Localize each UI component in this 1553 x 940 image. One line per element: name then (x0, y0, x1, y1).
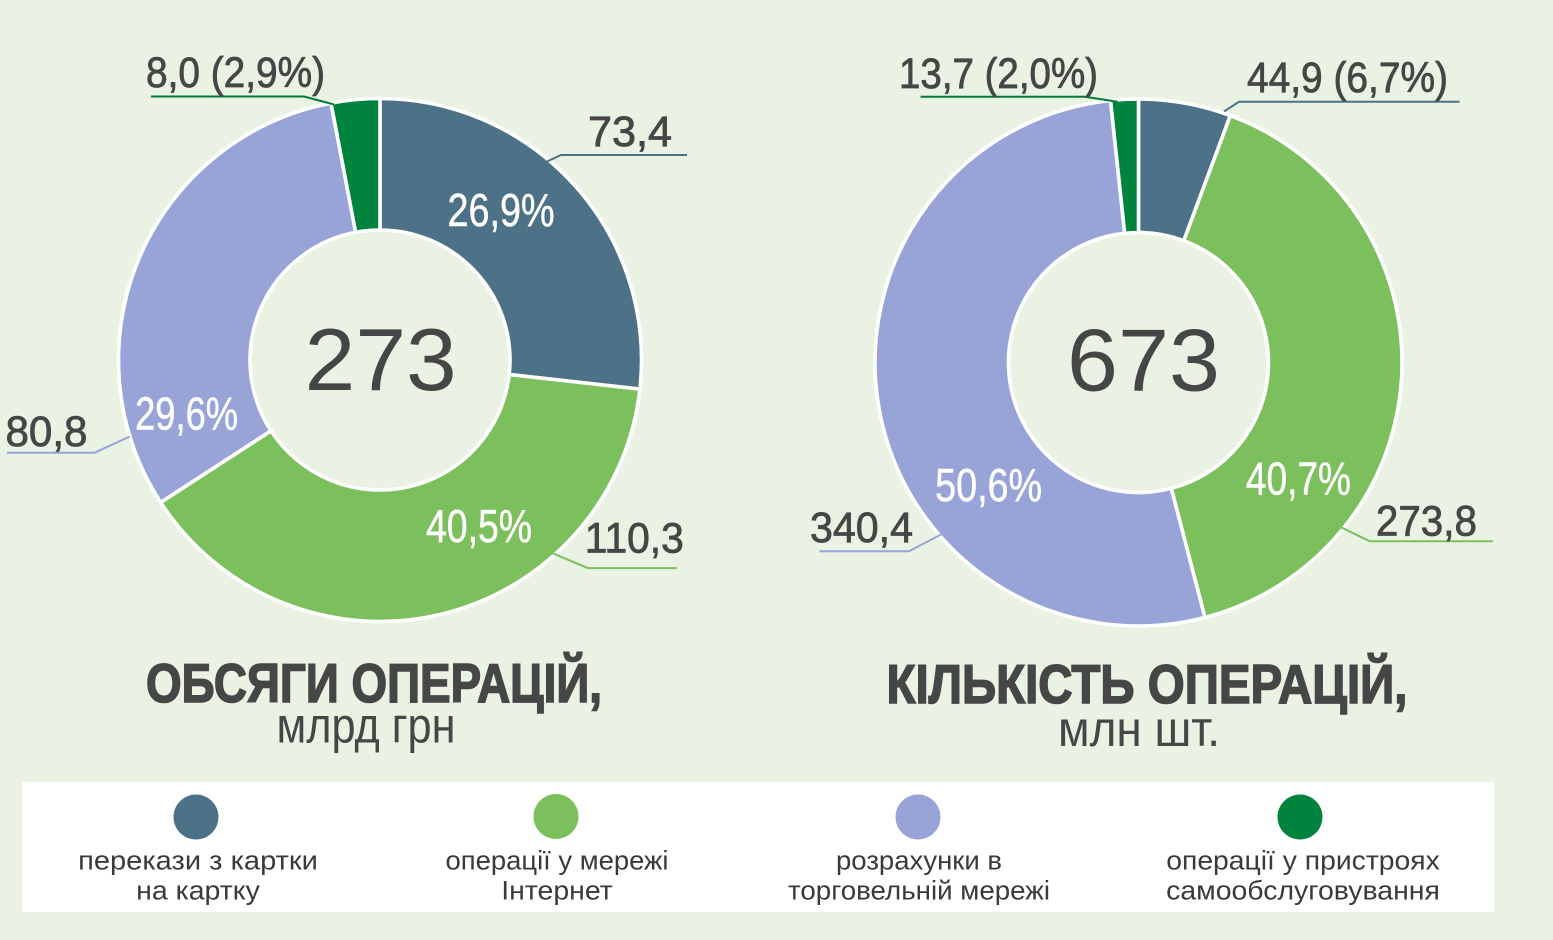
svg-text:ОБСЯГИ ОПЕРАЦІЙ,: ОБСЯГИ ОПЕРАЦІЙ, (146, 651, 602, 714)
svg-text:13,7 (2,0%): 13,7 (2,0%) (899, 50, 1098, 98)
svg-text:операції у пристроях: операції у пристроях (1166, 846, 1440, 876)
svg-text:Інтернет: Інтернет (501, 876, 613, 906)
svg-text:торговельній мережі: торговельній мережі (788, 876, 1050, 906)
svg-text:273,8: 273,8 (1376, 498, 1477, 546)
svg-text:на картку: на картку (136, 876, 260, 906)
svg-text:40,7%: 40,7% (1246, 452, 1351, 504)
svg-text:40,5%: 40,5% (426, 500, 532, 552)
svg-text:73,4: 73,4 (588, 108, 672, 156)
svg-text:самообслуговування: самообслуговування (1166, 876, 1440, 906)
svg-text:29,6%: 29,6% (135, 388, 238, 440)
svg-text:44,9 (6,7%): 44,9 (6,7%) (1247, 54, 1448, 102)
svg-text:розрахунки в: розрахунки в (836, 846, 1002, 876)
svg-text:340,4: 340,4 (810, 504, 913, 552)
svg-text:перекази з картки: перекази з картки (78, 846, 318, 876)
svg-text:млн шт.: млн шт. (1058, 701, 1220, 757)
svg-text:млрд грн: млрд грн (277, 698, 456, 754)
svg-text:8,0 (2,9%): 8,0 (2,9%) (146, 49, 325, 97)
svg-text:50,6%: 50,6% (935, 459, 1042, 511)
svg-text:273: 273 (305, 310, 457, 409)
svg-text:673: 673 (1067, 310, 1220, 409)
svg-text:26,9%: 26,9% (448, 184, 555, 236)
svg-text:110,3: 110,3 (585, 515, 684, 563)
svg-text:операції у мережі: операції у мережі (446, 846, 669, 876)
svg-text:КІЛЬКІСТЬ ОПЕРАЦІЙ,: КІЛЬКІСТЬ ОПЕРАЦІЙ, (887, 652, 1408, 715)
svg-text:80,8: 80,8 (6, 408, 88, 456)
